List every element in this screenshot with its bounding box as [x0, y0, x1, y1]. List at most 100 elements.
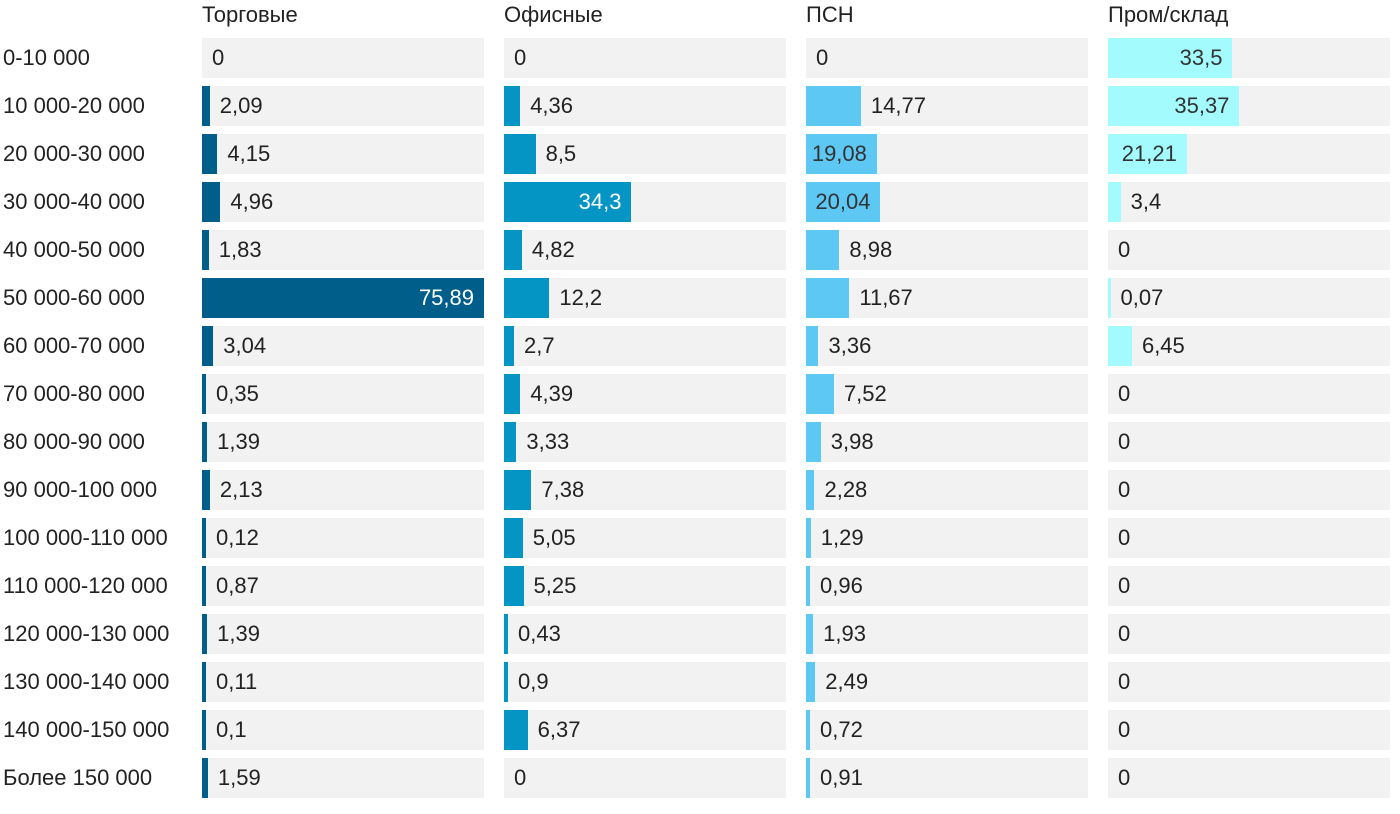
- column-title: Офисные: [504, 2, 603, 27]
- bar-track: 75,89: [202, 278, 484, 318]
- data-label: 0,9: [518, 669, 549, 694]
- data-label: 0,11: [216, 669, 258, 694]
- data-label: 3,36: [828, 333, 872, 358]
- row-label: 50 000-60 000: [3, 285, 145, 310]
- data-label: 1,93: [823, 621, 866, 646]
- bar: [504, 710, 528, 750]
- bar: [504, 374, 521, 414]
- column-title: ПСН: [806, 2, 854, 27]
- bar: [202, 230, 209, 270]
- bar-track: 20,04: [806, 182, 1088, 222]
- bar: [202, 518, 206, 558]
- bar: [806, 518, 811, 558]
- bar-track: 0: [806, 38, 1088, 78]
- bar: [504, 86, 521, 126]
- bar-track: 6,37: [504, 710, 786, 750]
- data-label: 0: [514, 45, 527, 70]
- bar-track: 1,39: [202, 422, 484, 462]
- data-label: 4,39: [530, 381, 574, 406]
- row-label: 20 000-30 000: [3, 141, 145, 166]
- bar: [202, 758, 208, 798]
- bar: [806, 182, 881, 222]
- data-label: 0,87: [216, 573, 259, 598]
- bar: [202, 614, 208, 654]
- bar-track: 1,59: [202, 758, 484, 798]
- bar: [806, 326, 819, 366]
- data-label: 0: [1118, 765, 1131, 790]
- bar-track: 0: [1108, 662, 1390, 702]
- data-label: 2,7: [524, 333, 555, 358]
- data-label: 33,5: [1179, 45, 1223, 70]
- data-label: 0,1: [216, 717, 247, 742]
- bar-track: 33,5: [1108, 38, 1390, 78]
- bar: [202, 374, 206, 414]
- bar-track: 0,35: [202, 374, 484, 414]
- data-label: 14,77: [870, 93, 926, 118]
- bar-track: 0: [1108, 758, 1390, 798]
- data-label: 0,91: [820, 765, 863, 790]
- data-label: 75,89: [418, 285, 474, 310]
- bar: [202, 134, 218, 174]
- bar-track: 19,08: [806, 134, 1088, 174]
- bar: [202, 470, 210, 510]
- data-label: 5,25: [533, 573, 577, 598]
- bar-track: 5,05: [504, 518, 786, 558]
- data-label: 3,98: [830, 429, 874, 454]
- row-label: 0-10 000: [3, 45, 90, 70]
- bar-track: 1,39: [202, 614, 484, 654]
- data-label: 3,4: [1130, 189, 1162, 214]
- column-title: Пром/склад: [1108, 2, 1229, 27]
- bar: [1108, 134, 1187, 174]
- bar-track: 0,72: [806, 710, 1088, 750]
- data-label: 0,96: [820, 573, 863, 598]
- data-label: 4,96: [230, 189, 274, 214]
- data-label: 0: [1118, 717, 1131, 742]
- data-label: 3,33: [526, 429, 570, 454]
- data-label: 0,07: [1120, 285, 1164, 310]
- bar: [1108, 182, 1121, 222]
- data-label: 0: [1118, 669, 1131, 694]
- data-label: 1,83: [218, 237, 262, 262]
- data-label: 0: [1118, 573, 1131, 598]
- data-label: 6,37: [537, 717, 581, 742]
- bar: [202, 326, 214, 366]
- data-label: 7,38: [541, 477, 585, 502]
- bar-track: 8,5: [504, 134, 786, 174]
- bar-track: 0,96: [806, 566, 1088, 606]
- data-label: 35,37: [1174, 93, 1230, 118]
- bar-track: 0: [1108, 374, 1390, 414]
- bar-track: 0,87: [202, 566, 484, 606]
- bar: [202, 182, 221, 222]
- row-label: 110 000-120 000: [3, 573, 168, 598]
- data-label: 0: [1118, 429, 1131, 454]
- bar-track: 0,9: [504, 662, 786, 702]
- bar-track: 4,82: [504, 230, 786, 270]
- bar: [504, 326, 515, 366]
- bar: [504, 614, 508, 654]
- bar-track: 5,25: [504, 566, 786, 606]
- data-label: 3,04: [223, 333, 267, 358]
- row-label: 30 000-40 000: [3, 189, 145, 214]
- bar-track: 6,45: [1108, 326, 1390, 366]
- bar-track: 0: [1108, 230, 1390, 270]
- bar-track: 0: [1108, 470, 1390, 510]
- bar: [202, 566, 206, 606]
- bar: [1108, 38, 1233, 78]
- bar-track: 34,3: [504, 182, 786, 222]
- bar: [806, 86, 861, 126]
- data-label: 2,13: [219, 477, 263, 502]
- data-label: 0,72: [820, 717, 863, 742]
- data-label: 0: [1118, 477, 1131, 502]
- data-label: 0,43: [518, 621, 561, 646]
- bar-track: 0: [1108, 518, 1390, 558]
- bar-track: 21,21: [1108, 134, 1390, 174]
- bar-track: 3,4: [1108, 182, 1390, 222]
- data-label: 8,98: [849, 237, 893, 262]
- data-label: 0,35: [216, 381, 259, 406]
- bar: [806, 758, 810, 798]
- row-label: 120 000-130 000: [3, 621, 170, 646]
- data-label: 4,15: [227, 141, 271, 166]
- row-label: 90 000-100 000: [3, 477, 158, 502]
- data-label: 21,21: [1121, 141, 1177, 166]
- bar-track: 0,12: [202, 518, 484, 558]
